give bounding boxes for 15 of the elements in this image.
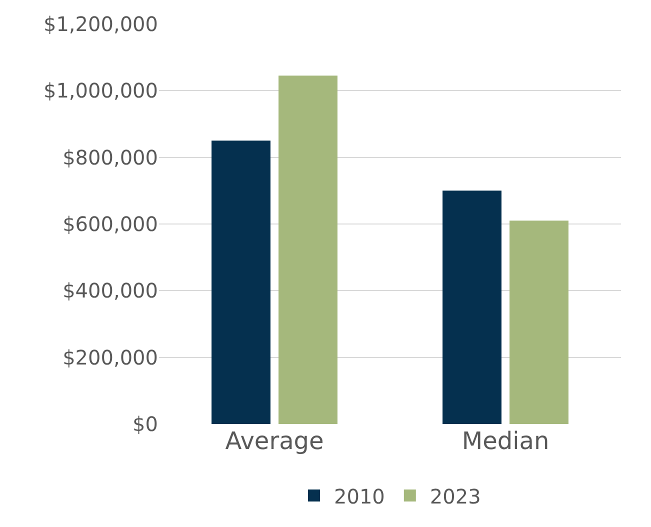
bar: [442, 190, 502, 424]
x-tick-label: Median: [462, 427, 550, 455]
bar: [510, 220, 568, 424]
y-tick-label: $0: [132, 412, 158, 436]
y-tick-label: $1,200,000: [43, 12, 158, 36]
bar: [278, 76, 338, 424]
y-tick-label: $800,000: [62, 145, 158, 170]
y-tick-label: $200,000: [62, 345, 158, 370]
bar: [212, 140, 270, 424]
y-tick-label: $400,000: [62, 278, 158, 303]
y-tick-label: $600,000: [62, 212, 158, 236]
legend-label: 2023: [430, 484, 481, 508]
legend-label: 2010: [334, 484, 385, 508]
y-tick-label: $1,000,000: [43, 78, 158, 103]
x-tick-label: Average: [225, 427, 324, 455]
